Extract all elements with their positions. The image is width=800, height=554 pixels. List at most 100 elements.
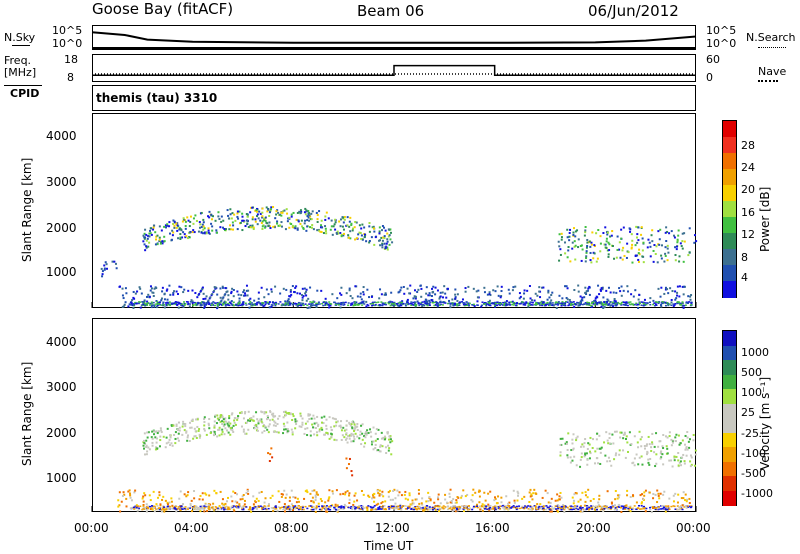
power-echo bbox=[635, 302, 638, 305]
velocity-echo bbox=[203, 427, 206, 430]
velocity-echo bbox=[237, 505, 240, 508]
power-echo bbox=[649, 245, 652, 248]
velocity-echo bbox=[382, 495, 385, 498]
power-echo bbox=[488, 304, 491, 307]
power-echo bbox=[421, 303, 424, 306]
power-echo bbox=[223, 294, 226, 297]
velocity-echo bbox=[285, 505, 288, 508]
velocity-echo bbox=[344, 493, 347, 496]
power-echo bbox=[414, 302, 417, 304]
velocity-echo bbox=[586, 496, 589, 499]
velocity-echo bbox=[356, 423, 359, 426]
velocity-echo bbox=[414, 498, 417, 501]
velocity-echo bbox=[575, 507, 578, 509]
power-colorbar bbox=[722, 120, 737, 298]
power-echo bbox=[188, 225, 191, 228]
velocity-echo bbox=[232, 490, 235, 493]
velocity-echo bbox=[266, 417, 269, 420]
velocity-echo bbox=[230, 495, 233, 498]
velocity-echo bbox=[694, 464, 697, 467]
velocity-echo bbox=[169, 443, 172, 446]
velocity-echo bbox=[204, 492, 207, 495]
velocity-echo bbox=[686, 448, 689, 451]
velocity-echo bbox=[609, 506, 612, 508]
power-echo bbox=[678, 285, 681, 288]
power-echo bbox=[652, 249, 655, 252]
power-echo bbox=[638, 293, 641, 296]
velocity-echo bbox=[397, 494, 400, 497]
power-echo bbox=[324, 302, 327, 305]
velocity-echo bbox=[655, 462, 658, 465]
power-echo bbox=[527, 302, 530, 304]
velocity-echo bbox=[427, 500, 430, 503]
power-echo bbox=[625, 302, 628, 304]
power-echo bbox=[414, 289, 417, 292]
velocity-echo bbox=[688, 497, 691, 500]
velocity-echo bbox=[242, 508, 245, 511]
velocity-echo bbox=[409, 503, 412, 506]
power-echo bbox=[245, 289, 248, 292]
power-echo bbox=[251, 218, 254, 221]
power-echo bbox=[381, 229, 384, 232]
velocity-echo bbox=[145, 503, 148, 506]
velocity-echo bbox=[344, 491, 347, 494]
power-echo bbox=[689, 298, 692, 301]
velocity-echo bbox=[681, 508, 684, 511]
power-echo bbox=[144, 304, 147, 307]
power-echo bbox=[483, 302, 486, 304]
power-echo bbox=[667, 304, 670, 307]
velocity-echo bbox=[694, 453, 697, 456]
velocity-echo bbox=[362, 506, 365, 509]
velocity-echo bbox=[201, 492, 204, 495]
power-echo bbox=[244, 225, 247, 228]
velocity-echo bbox=[438, 507, 441, 510]
velocity-echo bbox=[312, 414, 315, 417]
velocity-echo bbox=[662, 508, 665, 510]
power-echo bbox=[634, 244, 637, 247]
velocity-echo bbox=[133, 491, 136, 494]
velocity-echo bbox=[171, 507, 174, 510]
power-echo bbox=[352, 227, 355, 230]
velocity-echo bbox=[203, 421, 206, 424]
velocity-echo bbox=[402, 505, 405, 507]
power-echo bbox=[467, 285, 470, 288]
velocity-echo bbox=[542, 508, 545, 511]
power-echo bbox=[508, 301, 511, 304]
velocity-echo bbox=[170, 442, 173, 445]
velocity-echo bbox=[527, 505, 530, 507]
power-echo bbox=[605, 304, 608, 306]
velocity-echo bbox=[564, 505, 567, 507]
velocity-echo bbox=[283, 489, 286, 492]
velocity-echo bbox=[462, 489, 465, 492]
velocity-echo bbox=[672, 441, 675, 444]
power-echo bbox=[588, 302, 591, 305]
velocity-echo bbox=[143, 492, 146, 495]
power-echo bbox=[372, 302, 375, 305]
power-echo bbox=[660, 254, 663, 257]
power-echo bbox=[441, 301, 444, 304]
power-echo bbox=[354, 304, 357, 306]
velocity-echo bbox=[141, 497, 144, 500]
velocity-echo bbox=[507, 505, 510, 507]
power-echo bbox=[550, 294, 553, 297]
power-echo bbox=[451, 298, 454, 301]
noise-tick-bottom-right: 10^0 bbox=[706, 37, 737, 50]
velocity-echo bbox=[424, 508, 427, 510]
power-echo bbox=[381, 242, 384, 245]
power-echo bbox=[599, 302, 602, 305]
power-echo bbox=[637, 226, 640, 229]
power-cb-tick-28: 28 bbox=[741, 139, 755, 152]
power-echo bbox=[166, 288, 169, 291]
velocity-echo bbox=[412, 502, 415, 505]
power-echo bbox=[267, 208, 270, 211]
velocity-echo bbox=[360, 443, 363, 446]
velocity-echo bbox=[344, 505, 347, 507]
power-echo bbox=[207, 299, 210, 302]
power-echo bbox=[290, 223, 293, 226]
power-echo bbox=[442, 301, 445, 304]
frequency-line bbox=[92, 64, 696, 76]
power-echo bbox=[315, 302, 318, 305]
velocity-echo bbox=[283, 510, 286, 513]
velocity-echo bbox=[281, 506, 284, 508]
velocity-echo bbox=[350, 434, 353, 437]
